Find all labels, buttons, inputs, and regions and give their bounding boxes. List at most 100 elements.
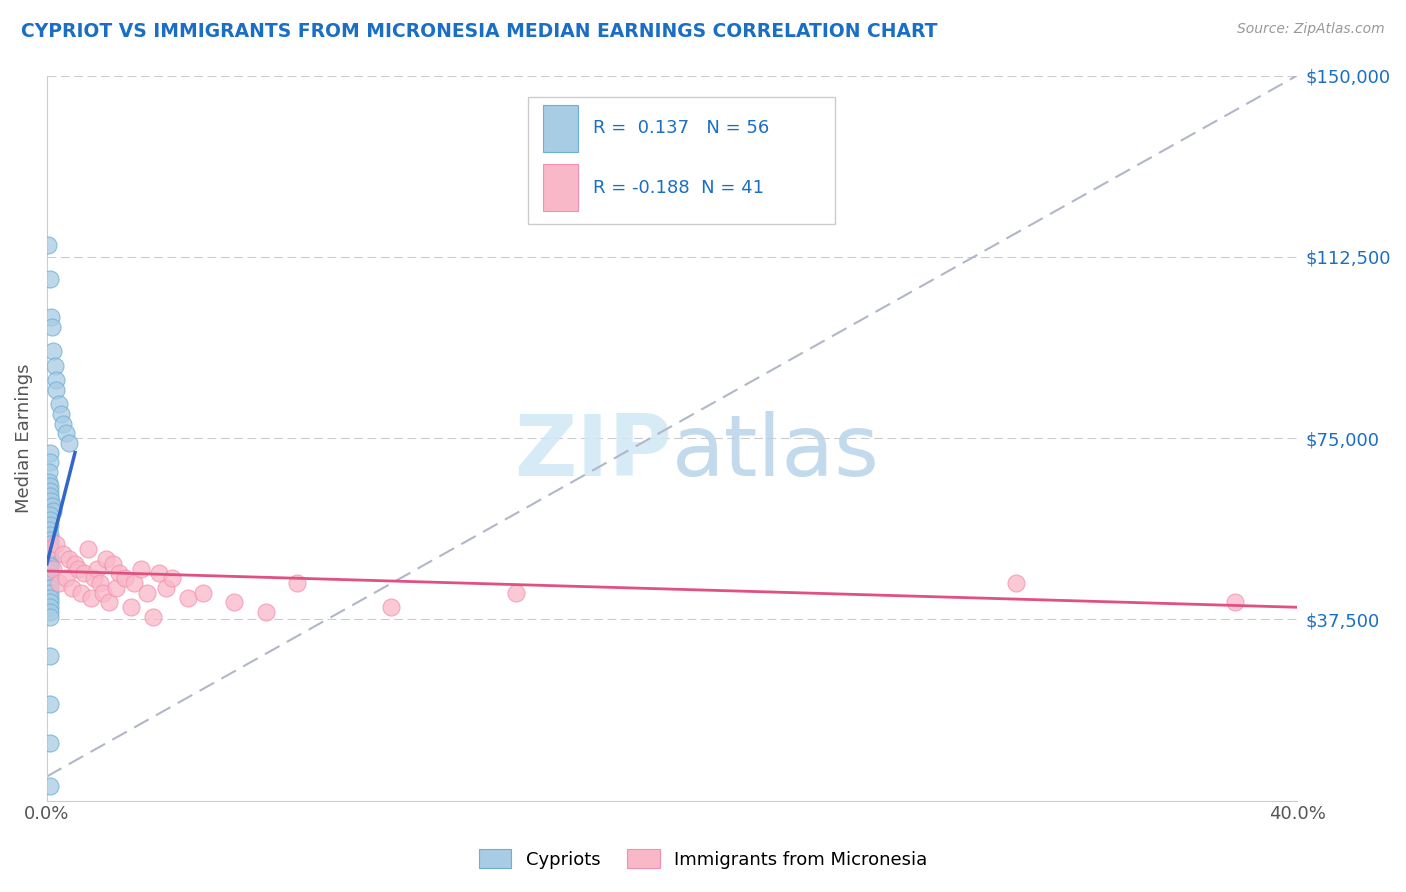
Point xyxy=(89,576,111,591)
Point xyxy=(1223,595,1246,609)
Point xyxy=(176,591,198,605)
Bar xyxy=(543,104,578,152)
Point xyxy=(505,586,527,600)
Point xyxy=(285,576,308,591)
Point xyxy=(224,595,246,609)
Point xyxy=(39,557,62,571)
Point xyxy=(124,576,146,591)
Point xyxy=(39,484,62,499)
Point xyxy=(38,523,60,537)
Point xyxy=(55,426,77,441)
Point xyxy=(39,574,62,588)
Point xyxy=(38,564,60,578)
Point xyxy=(58,436,80,450)
Point xyxy=(39,648,62,663)
Point xyxy=(39,552,62,566)
Point xyxy=(39,542,62,557)
Point xyxy=(39,527,62,541)
Point xyxy=(48,397,70,411)
Point xyxy=(42,503,65,517)
Point xyxy=(39,779,62,793)
Point xyxy=(67,561,90,575)
Point xyxy=(114,571,136,585)
Point xyxy=(39,600,62,615)
Text: Source: ZipAtlas.com: Source: ZipAtlas.com xyxy=(1237,22,1385,37)
Point xyxy=(39,697,62,711)
Point xyxy=(39,561,62,575)
Bar xyxy=(543,164,578,211)
Point xyxy=(91,586,114,600)
Point xyxy=(51,547,73,561)
Point xyxy=(39,547,62,561)
Point xyxy=(39,494,62,508)
Point xyxy=(39,533,62,547)
Point xyxy=(39,736,62,750)
Point xyxy=(142,610,165,624)
Point xyxy=(83,571,105,585)
Point xyxy=(254,605,277,619)
Point xyxy=(39,581,62,595)
Point xyxy=(39,576,62,591)
Point xyxy=(39,557,62,571)
Point xyxy=(39,559,62,574)
Point xyxy=(155,581,177,595)
Point xyxy=(48,576,70,591)
Text: atlas: atlas xyxy=(672,411,880,494)
Text: R =  0.137   N = 56: R = 0.137 N = 56 xyxy=(593,120,769,137)
Point xyxy=(39,552,62,566)
Point xyxy=(39,569,62,583)
Point xyxy=(38,465,60,479)
Point xyxy=(101,557,124,571)
Point xyxy=(380,600,402,615)
Point xyxy=(39,537,62,551)
Point xyxy=(129,561,152,575)
Text: ZIP: ZIP xyxy=(515,411,672,494)
Point xyxy=(45,373,67,387)
Point xyxy=(38,479,60,493)
Legend: Cypriots, Immigrants from Micronesia: Cypriots, Immigrants from Micronesia xyxy=(471,842,935,876)
Point xyxy=(60,581,83,595)
Point xyxy=(135,586,157,600)
Point xyxy=(39,455,62,469)
Point xyxy=(45,537,67,551)
Point xyxy=(63,557,86,571)
Point xyxy=(96,552,118,566)
Point xyxy=(38,475,60,489)
Point xyxy=(39,610,62,624)
Point xyxy=(79,591,101,605)
Point xyxy=(193,586,215,600)
Point xyxy=(49,407,72,421)
Point xyxy=(51,417,73,431)
Point xyxy=(76,542,98,557)
Point xyxy=(42,561,65,575)
Point xyxy=(104,581,127,595)
Point xyxy=(38,586,60,600)
Point xyxy=(1005,576,1028,591)
Point xyxy=(39,542,62,557)
Point xyxy=(37,237,59,252)
Point xyxy=(160,571,183,585)
Point xyxy=(41,499,63,513)
Point xyxy=(107,566,129,581)
Y-axis label: Median Earnings: Median Earnings xyxy=(15,363,32,513)
Point xyxy=(39,571,62,585)
Point xyxy=(39,310,62,325)
Point xyxy=(45,383,67,397)
Text: CYPRIOT VS IMMIGRANTS FROM MICRONESIA MEDIAN EARNINGS CORRELATION CHART: CYPRIOT VS IMMIGRANTS FROM MICRONESIA ME… xyxy=(21,22,938,41)
Point xyxy=(39,445,62,459)
Point xyxy=(39,513,62,527)
Point xyxy=(86,561,108,575)
Point xyxy=(41,319,63,334)
Point xyxy=(73,566,96,581)
Point xyxy=(120,600,142,615)
Point xyxy=(39,605,62,619)
Text: R = -0.188  N = 41: R = -0.188 N = 41 xyxy=(593,179,765,197)
Point xyxy=(39,595,62,609)
Point xyxy=(39,591,62,605)
Point xyxy=(39,508,62,523)
Point xyxy=(44,359,66,373)
Point xyxy=(148,566,170,581)
Point xyxy=(39,566,62,581)
Point xyxy=(55,571,77,585)
Point xyxy=(39,489,62,503)
